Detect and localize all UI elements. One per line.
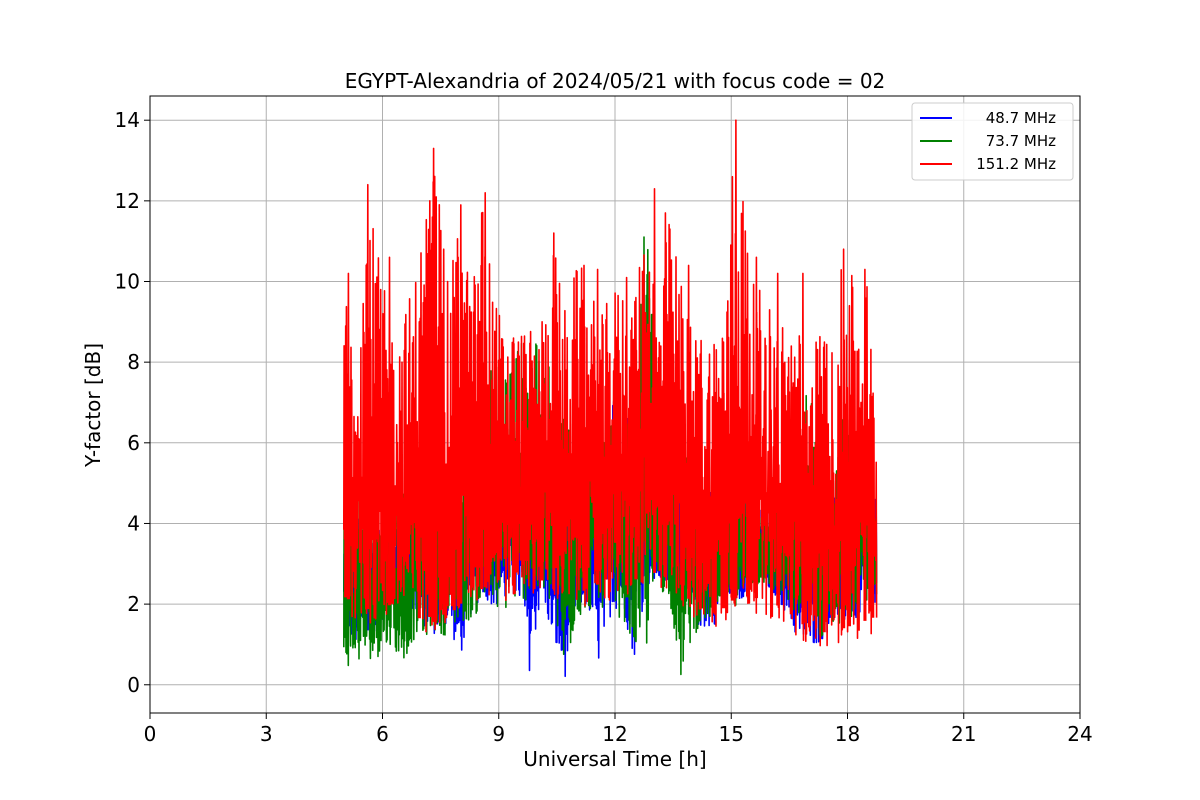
y-axis: 0 2 4 6 8 10 12 14 xyxy=(115,108,150,697)
x-tick-label: 18 xyxy=(835,722,860,746)
y-tick-label: 2 xyxy=(127,592,140,616)
y-tick-label: 6 xyxy=(127,431,140,455)
legend-label: 48.7 MHz xyxy=(986,109,1056,127)
x-tick-label: 12 xyxy=(602,722,627,746)
legend: 48.7 MHz 73.7 MHz 151.2 MHz xyxy=(911,102,1074,181)
legend-label: 73.7 MHz xyxy=(986,132,1056,150)
x-tick-label: 15 xyxy=(719,722,744,746)
x-tick-label: 0 xyxy=(144,722,157,746)
chart-title: EGYPT-Alexandria of 2024/05/21 with focu… xyxy=(345,69,886,93)
x-axis: 0 3 6 9 12 15 18 21 24 xyxy=(144,713,1093,746)
series-line-3 xyxy=(343,119,878,647)
y-tick-label: 14 xyxy=(115,108,140,132)
y-tick-label: 4 xyxy=(127,511,140,535)
x-tick-label: 6 xyxy=(376,722,389,746)
y-axis-label: Y-factor [dB] xyxy=(81,343,105,468)
y-tick-label: 0 xyxy=(127,673,140,697)
legend-box xyxy=(911,102,1074,181)
x-tick-label: 21 xyxy=(951,722,976,746)
x-tick-label: 3 xyxy=(260,722,273,746)
plot-series xyxy=(343,119,878,678)
x-tick-label: 24 xyxy=(1067,722,1092,746)
x-axis-label: Universal Time [h] xyxy=(523,747,706,771)
legend-label: 151.2 MHz xyxy=(976,155,1056,173)
x-tick-label: 9 xyxy=(492,722,505,746)
y-tick-label: 12 xyxy=(115,189,140,213)
y-tick-label: 8 xyxy=(127,350,140,374)
y-tick-label: 10 xyxy=(115,270,140,294)
